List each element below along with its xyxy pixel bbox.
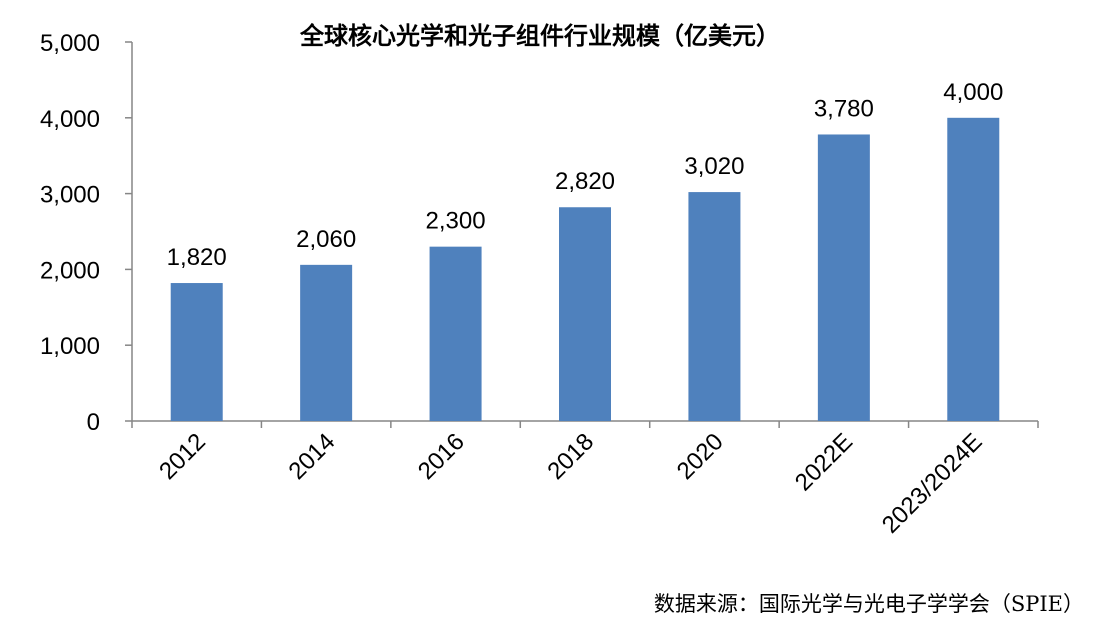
data-label: 1,820 (167, 244, 227, 271)
x-tick-label: 2016 (413, 428, 470, 485)
y-tick-label: 2,000 (40, 257, 100, 284)
bar (947, 117, 1000, 422)
data-label: 3,020 (684, 153, 744, 180)
bar (559, 207, 611, 421)
chart-title: 全球核心光学和光子组件行业规模（亿美元） (299, 21, 780, 50)
bar (170, 283, 223, 421)
x-tick-label: 2020 (672, 428, 729, 485)
x-tick-label: 2022E (790, 428, 858, 496)
data-label: 2,820 (555, 168, 615, 195)
data-label: 2,300 (426, 208, 486, 235)
data-label: 4,000 (943, 79, 1003, 106)
data-label: 2,060 (296, 226, 356, 253)
y-tick-label: 5,000 (40, 30, 100, 57)
y-tick-label: 3,000 (40, 182, 100, 209)
bar (688, 192, 741, 421)
x-tick-label: 2014 (284, 428, 341, 485)
x-tick-label: 2018 (542, 428, 599, 485)
bars: 1,820 2,060 2,300 2,820 3,020 3,780 4,000 (167, 79, 1003, 422)
x-axis: 2012 2014 2016 2018 2020 2022E 2023/2024E (131, 420, 1039, 539)
data-label: 3,780 (814, 95, 874, 122)
source-note: 数据来源：国际光学与光电子学学会（SPIE） (653, 592, 1084, 616)
y-tick-label: 4,000 (40, 106, 100, 133)
y-tick-label: 0 (87, 409, 100, 436)
y-axis: 0 1,000 2,000 3,000 4,000 5,000 (40, 30, 133, 436)
x-tick-label: 2023/2024E (877, 428, 988, 539)
bar (300, 264, 353, 421)
x-tick-label: 2012 (154, 428, 211, 485)
bar (429, 246, 482, 421)
bar (817, 134, 870, 421)
bar-chart: 全球核心光学和光子组件行业规模（亿美元） 0 1,000 2,000 3,000 4,0… (40, 21, 1039, 539)
y-tick-label: 1,000 (40, 333, 100, 360)
